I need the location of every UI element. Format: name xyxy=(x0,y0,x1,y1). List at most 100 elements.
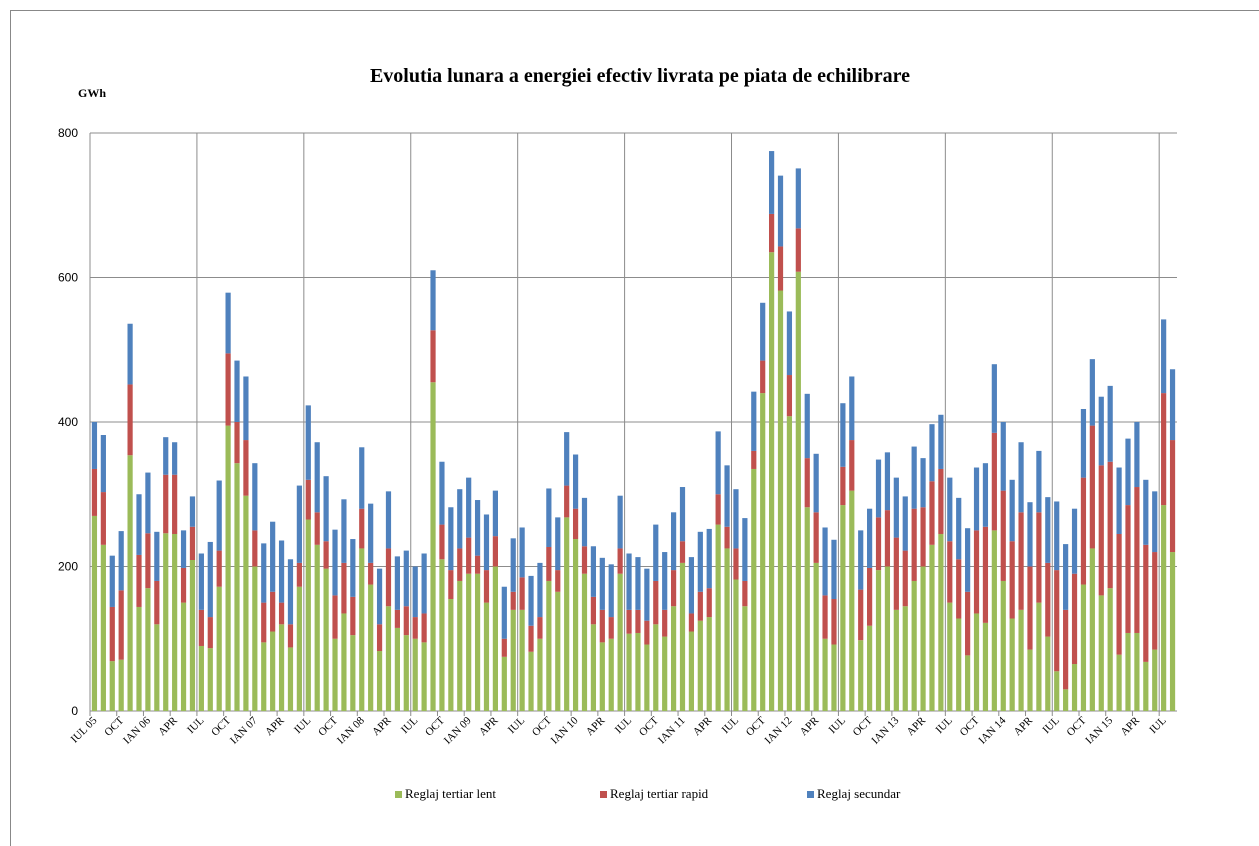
bar-segment xyxy=(91,468,98,516)
bar-segment xyxy=(207,617,213,649)
bar-segment xyxy=(519,527,525,578)
bar-segment xyxy=(644,644,650,711)
bar-segment xyxy=(564,517,570,711)
x-tick-label: IAN 15 xyxy=(1083,714,1115,746)
bar-segment xyxy=(225,353,231,426)
bar-segment xyxy=(590,546,597,597)
bar-segment xyxy=(1143,544,1149,662)
bar-segment xyxy=(519,577,525,610)
bar-segment xyxy=(626,609,632,634)
bar-segment xyxy=(1161,393,1167,506)
bar-segment xyxy=(278,624,285,711)
bar-segment xyxy=(840,403,846,467)
x-tick-label: IAN 13 xyxy=(869,714,901,746)
bar-segment xyxy=(466,537,472,574)
bar-segment xyxy=(840,466,846,506)
bar-segment xyxy=(875,517,882,571)
bar-segment xyxy=(1018,512,1024,610)
bar-segment xyxy=(670,512,677,571)
bar-segment xyxy=(929,481,935,545)
bar-segment xyxy=(1089,359,1095,426)
bar-segment xyxy=(243,440,249,496)
bar-segment xyxy=(911,580,917,711)
y-tick-label: 600 xyxy=(58,271,78,285)
bar-segment xyxy=(359,447,365,509)
bar-segment xyxy=(332,638,338,711)
bar-segment xyxy=(243,495,249,711)
bar-segment xyxy=(412,638,418,711)
bar-segment xyxy=(1152,649,1158,711)
bar-segment xyxy=(314,512,320,545)
x-tick-label: IAN 10 xyxy=(549,714,581,746)
bar-segment xyxy=(1045,562,1051,637)
bar-segment xyxy=(804,393,810,459)
bar-segment xyxy=(412,566,418,618)
bar-segment xyxy=(670,570,677,607)
bar-segment xyxy=(1116,654,1122,711)
bar-segment xyxy=(519,609,525,711)
x-tick-label: APR xyxy=(1011,714,1035,738)
bar-segment xyxy=(1080,477,1087,585)
bar-segment xyxy=(457,489,463,549)
bar-segment xyxy=(769,252,775,711)
bar-segment xyxy=(564,432,570,486)
bar-segment xyxy=(875,570,882,711)
bar-segment xyxy=(858,589,864,641)
bar-segment xyxy=(751,468,757,711)
x-tick-label: APR xyxy=(905,714,929,738)
bar-segment xyxy=(733,579,739,711)
bar-segment xyxy=(893,537,899,610)
bar-segment xyxy=(1134,422,1140,488)
bar-segment xyxy=(795,271,801,711)
bar-segment xyxy=(653,580,659,625)
bar-segment xyxy=(760,393,766,711)
bar-segment xyxy=(564,485,570,518)
bar-segment xyxy=(394,609,400,628)
bar-segment xyxy=(323,541,329,569)
bar-segment xyxy=(1089,425,1095,549)
bar-segment xyxy=(394,627,400,711)
bar-segment xyxy=(252,530,258,567)
bar-segment xyxy=(724,465,730,527)
bar-segment xyxy=(1063,544,1069,610)
bar-segment xyxy=(884,510,891,567)
bar-segment xyxy=(608,564,614,618)
bar-segment xyxy=(599,642,605,711)
x-tick-label: APR xyxy=(263,714,287,738)
bar-segment xyxy=(715,494,721,525)
bar-segment xyxy=(537,638,543,711)
bar-segment xyxy=(956,559,962,619)
bar-segment xyxy=(474,573,481,711)
bar-segment xyxy=(1169,440,1176,553)
bar-segment xyxy=(341,562,347,614)
bar-segment xyxy=(840,505,846,711)
bar-segment xyxy=(991,364,997,433)
bar-segment xyxy=(804,507,810,711)
bar-segment xyxy=(546,580,552,711)
bar-segment xyxy=(1027,649,1033,711)
bar-segment xyxy=(581,497,588,547)
bar-segment xyxy=(1000,490,1006,581)
bar-segment xyxy=(982,463,989,527)
bar-segment xyxy=(341,499,347,563)
bar-segment xyxy=(1009,479,1015,542)
bar-segment xyxy=(760,360,766,394)
bar-segment xyxy=(385,548,392,607)
bar-segment xyxy=(198,553,204,610)
bar-segment xyxy=(679,487,686,542)
bar-segment xyxy=(376,568,383,625)
bar-segment xyxy=(751,391,757,451)
bar-segment xyxy=(118,531,124,591)
bar-segment xyxy=(368,562,374,585)
x-tick-label: APR xyxy=(798,714,822,738)
bar-segment xyxy=(679,562,686,711)
bar-segment xyxy=(1161,319,1167,394)
x-tick-label: IAN 07 xyxy=(228,714,260,746)
bar-segment xyxy=(136,554,142,607)
bar-segment xyxy=(163,533,169,711)
x-tick-label: APR xyxy=(584,714,608,738)
bar-segment xyxy=(884,566,891,711)
x-tick-label: IUL xyxy=(720,714,742,736)
bar-segment xyxy=(421,553,427,614)
bar-segment xyxy=(368,584,374,711)
